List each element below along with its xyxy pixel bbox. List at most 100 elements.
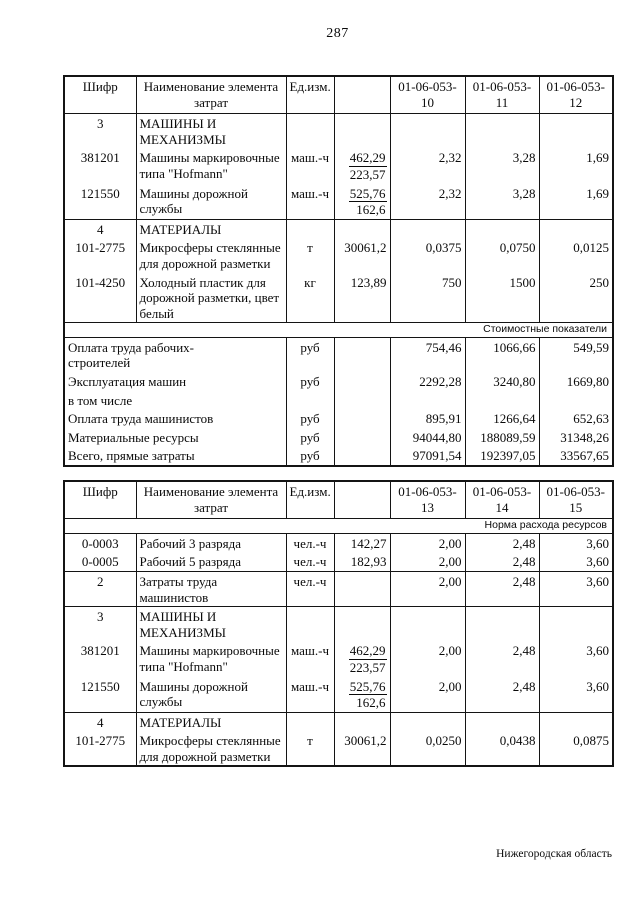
- code-cell: 0-0005: [63, 552, 137, 572]
- value-cell: 1066,66: [464, 337, 540, 373]
- qty-cell: [333, 711, 391, 732]
- qty-cell: [333, 570, 391, 607]
- col-header-norm: 01-06-053- 15: [538, 481, 614, 520]
- price-denominator: 223,57: [349, 659, 386, 675]
- value-cell: [538, 606, 614, 642]
- resource-price-fraction: 462,29 223,57: [348, 150, 387, 182]
- value-cell: [464, 711, 540, 732]
- unit-cell: [285, 606, 335, 642]
- col-header-blank: [333, 481, 391, 520]
- table-row: 4 МАТЕРИАЛЫ: [63, 218, 614, 239]
- name-cell: МАШИНЫ И МЕХАНИЗМЫ: [135, 113, 287, 149]
- value-cell: 250: [538, 272, 614, 323]
- col-header-norm: 01-06-053- 10: [389, 76, 466, 115]
- name-cell: Машины дорожной службы: [135, 676, 287, 713]
- value-cell: 97091,54: [389, 446, 466, 467]
- name-cell: Микросферы стеклянные для дорожной разме…: [135, 731, 287, 767]
- col-header-code: Шифр: [63, 76, 137, 115]
- col-header-unit: Ед.изм.: [285, 481, 335, 520]
- code-cell: 2: [63, 570, 137, 607]
- unit-cell: [285, 390, 335, 410]
- code-cell: 4: [63, 711, 137, 732]
- unit-cell: маш.-ч: [285, 641, 335, 677]
- code-cell: 121550: [63, 183, 137, 220]
- name-cell: МАТЕРИАЛЫ: [135, 711, 287, 732]
- cost-label: Оплата труда машинистов: [63, 409, 287, 428]
- table-row: 2 Затраты труда машинистов чел.-ч 2,00 2,48 3…: [63, 570, 614, 607]
- value-cell: 33567,65: [538, 446, 614, 467]
- col-header-norm: 01-06-053- 11: [464, 76, 540, 115]
- value-cell: 1,69: [538, 183, 614, 220]
- qty-cell: 142,27: [333, 533, 391, 553]
- value-cell: 192397,05: [464, 446, 540, 467]
- table-header-row: Шифр Наименование элемента затрат Ед.изм. 0…: [63, 481, 614, 520]
- value-cell: 2,00: [389, 552, 466, 572]
- value-cell: 94044,80: [389, 427, 466, 447]
- name-cell: Затраты труда машинистов: [135, 570, 287, 607]
- code-cell: 381201: [63, 148, 137, 184]
- value-cell: 3,60: [538, 552, 614, 572]
- price-numerator: 462,29: [348, 643, 387, 660]
- value-cell: 2,48: [464, 641, 540, 677]
- value-cell: 750: [389, 272, 466, 323]
- table-row: 381201 Машины маркировочные типа "Hofmann…: [63, 641, 614, 677]
- value-cell: [389, 606, 466, 642]
- cost-label: Оплата труда рабочих- строителей: [63, 337, 287, 373]
- unit-cell: т: [285, 238, 335, 273]
- value-cell: 2,32: [389, 183, 466, 220]
- value-cell: 2292,28: [389, 372, 466, 391]
- qty-cell: [333, 337, 391, 373]
- table-row: 0-0003 Рабочий 3 разряда чел.-ч 142,27 2,00 2…: [63, 533, 614, 553]
- value-cell: 3,28: [464, 148, 540, 184]
- price-denominator: 223,57: [349, 166, 386, 182]
- table-row: Оплата труда рабочих- строителей руб 754,4…: [63, 337, 614, 373]
- value-cell: 754,46: [389, 337, 466, 373]
- qty-cell: 525,76 162,6: [333, 676, 391, 713]
- col-header-blank: [333, 76, 391, 115]
- value-cell: 1,69: [538, 148, 614, 184]
- qty-cell: 30061,2: [333, 731, 391, 767]
- name-cell: Рабочий 5 разряда: [135, 552, 287, 572]
- table-row: 4 МАТЕРИАЛЫ: [63, 711, 614, 732]
- value-cell: [464, 606, 540, 642]
- resource-price-fraction: 462,29 223,57: [348, 643, 387, 675]
- value-cell: 2,00: [389, 570, 466, 607]
- cost-label: в том числе: [63, 390, 287, 410]
- unit-cell: [285, 711, 335, 732]
- price-numerator: 525,76: [348, 678, 387, 696]
- qty-cell: [333, 372, 391, 391]
- code-cell: 4: [63, 218, 137, 239]
- col-header-name: Наименование элемента затрат: [135, 481, 287, 520]
- code-cell: 101-4250: [63, 272, 137, 323]
- value-cell: 0,0250: [389, 731, 466, 767]
- value-cell: 3,60: [538, 533, 614, 553]
- value-cell: 2,48: [464, 533, 540, 553]
- qty-cell: 182,93: [333, 552, 391, 572]
- value-cell: 2,00: [389, 641, 466, 677]
- value-cell: 2,48: [464, 570, 540, 607]
- name-cell: Микросферы стеклянные для дорожной разме…: [135, 238, 287, 273]
- unit-cell: маш.-ч: [285, 676, 335, 713]
- band-row: Норма расхода ресурсов: [63, 518, 614, 534]
- code-cell: 121550: [63, 676, 137, 713]
- qty-cell: 525,76 162,6: [333, 183, 391, 220]
- unit-cell: маш.-ч: [285, 148, 335, 184]
- col-header-name: Наименование элемента затрат: [135, 76, 287, 115]
- table-row: 101-4250 Холодный пластик для дорожной ра…: [63, 272, 614, 323]
- unit-cell: руб: [285, 337, 335, 373]
- value-cell: 188089,59: [464, 427, 540, 447]
- resource-price-fraction: 525,76 162,6: [348, 186, 387, 218]
- price-numerator: 462,29: [348, 150, 387, 167]
- value-cell: 0,0438: [464, 731, 540, 767]
- code-cell: 3: [63, 606, 137, 642]
- value-cell: 2,48: [464, 552, 540, 572]
- unit-cell: кг: [285, 272, 335, 323]
- unit-cell: чел.-ч: [285, 533, 335, 553]
- qty-cell: [333, 446, 391, 467]
- value-cell: 0,0875: [538, 731, 614, 767]
- unit-cell: руб: [285, 446, 335, 467]
- qty-cell: [333, 427, 391, 447]
- value-cell: 0,0375: [389, 238, 466, 273]
- name-cell: МАТЕРИАЛЫ: [135, 218, 287, 239]
- qty-cell: 462,29 223,57: [333, 641, 391, 677]
